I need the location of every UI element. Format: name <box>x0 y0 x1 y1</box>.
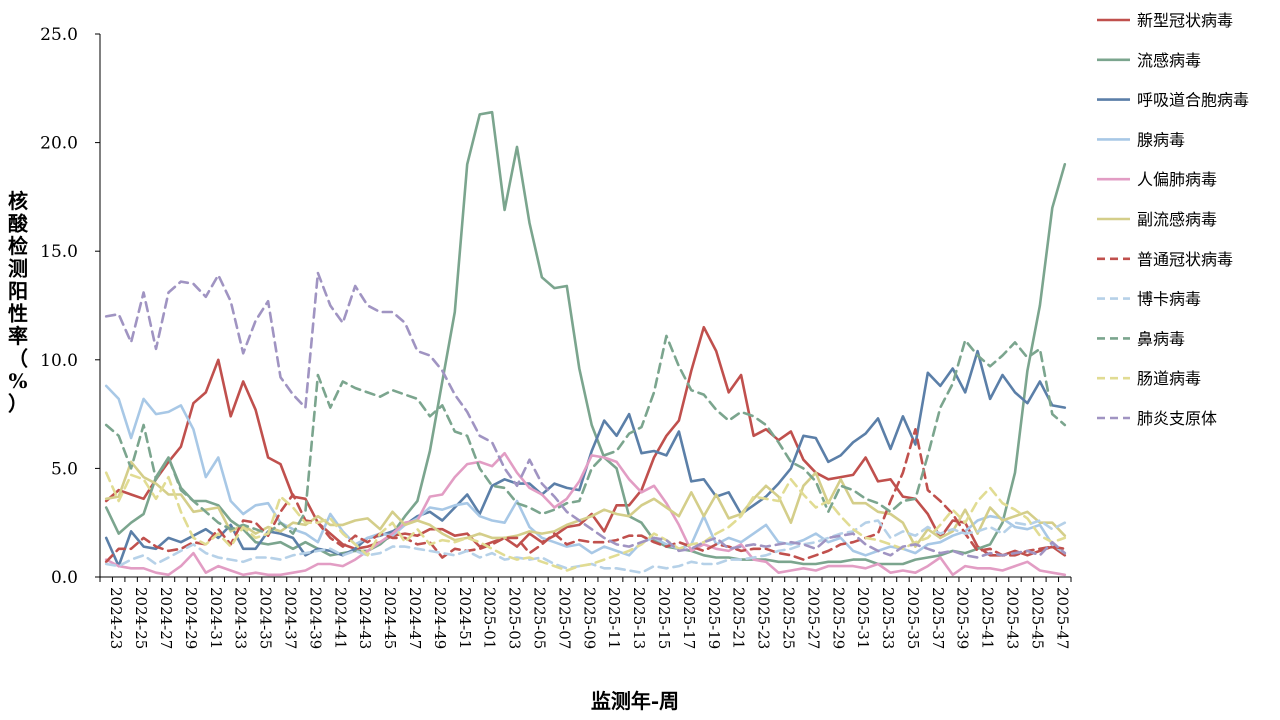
legend-entry: 博卡病毒 <box>1137 290 1201 309</box>
x-axis: 2024-23 2024-25 2024-27 2024-29 2024-31 2024-… <box>99 576 1072 649</box>
x-tick-label: 2024-37 <box>282 587 300 649</box>
x-tick-label: 2025-05 <box>530 587 548 649</box>
legend-entry: 新型冠状病毒 <box>1137 11 1233 30</box>
x-tick-label: 2025-47 <box>1053 587 1071 649</box>
x-axis-title: 监测年-周 <box>591 689 679 713</box>
series-line <box>104 460 1067 548</box>
series-line <box>104 451 1067 577</box>
x-tick-label: 2025-45 <box>1028 587 1046 649</box>
y-tick-label: 20.0 <box>40 134 78 154</box>
x-tick-label: 2025-17 <box>680 587 698 649</box>
legend-entry: 呼吸道合胞病毒 <box>1137 91 1249 110</box>
series-line <box>104 427 1067 564</box>
series-line <box>104 271 1067 559</box>
legend-entry: 肺炎支原体 <box>1137 409 1217 428</box>
x-tick-label: 2025-37 <box>929 587 947 649</box>
legend-entry: 流感病毒 <box>1137 51 1201 70</box>
x-tick-label: 2024-23 <box>107 587 125 649</box>
x-tick-label: 2025-25 <box>779 587 797 649</box>
legend-entry: 人偏肺病毒 <box>1137 170 1217 189</box>
x-tick-label: 2025-13 <box>630 587 648 649</box>
x-tick-label: 2024-29 <box>182 587 200 649</box>
series-line <box>104 384 1067 557</box>
legend-entry: 副流感病毒 <box>1137 210 1217 229</box>
series-layer <box>104 110 1067 577</box>
x-tick-label: 2025-01 <box>481 587 499 649</box>
x-tick-label: 2025-07 <box>555 587 573 649</box>
y-tick-label: 25.0 <box>40 25 78 45</box>
x-tick-label: 2025-11 <box>605 587 623 649</box>
x-tick-label: 2025-31 <box>854 587 872 649</box>
legend-entry: 鼻病毒 <box>1137 329 1185 348</box>
x-tick-label: 2025-39 <box>954 587 972 649</box>
x-tick-label: 2024-35 <box>257 587 275 649</box>
x-tick-label: 2024-39 <box>306 587 324 649</box>
x-tick-label: 2025-41 <box>979 587 997 649</box>
x-tick-label: 2025-09 <box>580 587 598 649</box>
x-tick-label: 2025-03 <box>506 587 524 649</box>
x-tick-label: 2025-35 <box>904 587 922 649</box>
series-line <box>104 110 1067 566</box>
series-line <box>104 334 1067 535</box>
y-axis: 0.0 5.0 10.0 15.0 20.0 25.0 <box>40 25 101 588</box>
x-tick-label: 2024-43 <box>356 587 374 649</box>
x-tick-label: 2025-27 <box>804 587 822 649</box>
legend: 新型冠状病毒流感病毒呼吸道合胞病毒腺病毒人偏肺病毒副流感病毒普通冠状病毒博卡病毒… <box>1097 11 1249 428</box>
legend-entry: 普通冠状病毒 <box>1137 250 1233 269</box>
y-tick-label: 10.0 <box>40 351 78 371</box>
x-tick-label: 2025-21 <box>730 587 748 649</box>
x-tick-label: 2025-33 <box>879 587 897 649</box>
x-tick-label: 2024-51 <box>456 587 474 649</box>
x-tick-label: 2024-33 <box>232 587 250 649</box>
x-tick-label: 2024-45 <box>381 587 399 649</box>
y-axis-title: 核酸检测阳性率（%） <box>8 189 29 416</box>
y-tick-label: 0.0 <box>51 568 78 588</box>
legend-entry: 肠道病毒 <box>1137 369 1201 388</box>
y-tick-label: 5.0 <box>51 459 78 479</box>
legend-entry: 腺病毒 <box>1137 130 1185 149</box>
x-tick-label: 2025-19 <box>705 587 723 649</box>
x-tick-label: 2025-29 <box>829 587 847 649</box>
y-tick-label: 15.0 <box>40 242 78 262</box>
x-tick-label: 2024-41 <box>331 587 349 649</box>
x-tick-label: 2025-43 <box>1004 587 1022 649</box>
x-tick-label: 2024-49 <box>431 587 449 649</box>
x-tick-label: 2024-25 <box>132 587 150 649</box>
x-tick-label: 2025-23 <box>755 587 773 649</box>
x-tick-label: 2024-47 <box>406 587 424 649</box>
x-tick-label: 2024-31 <box>207 587 225 649</box>
x-tick-label: 2024-27 <box>157 587 175 649</box>
series-line <box>104 471 1067 572</box>
x-tick-label: 2025-15 <box>655 587 673 649</box>
